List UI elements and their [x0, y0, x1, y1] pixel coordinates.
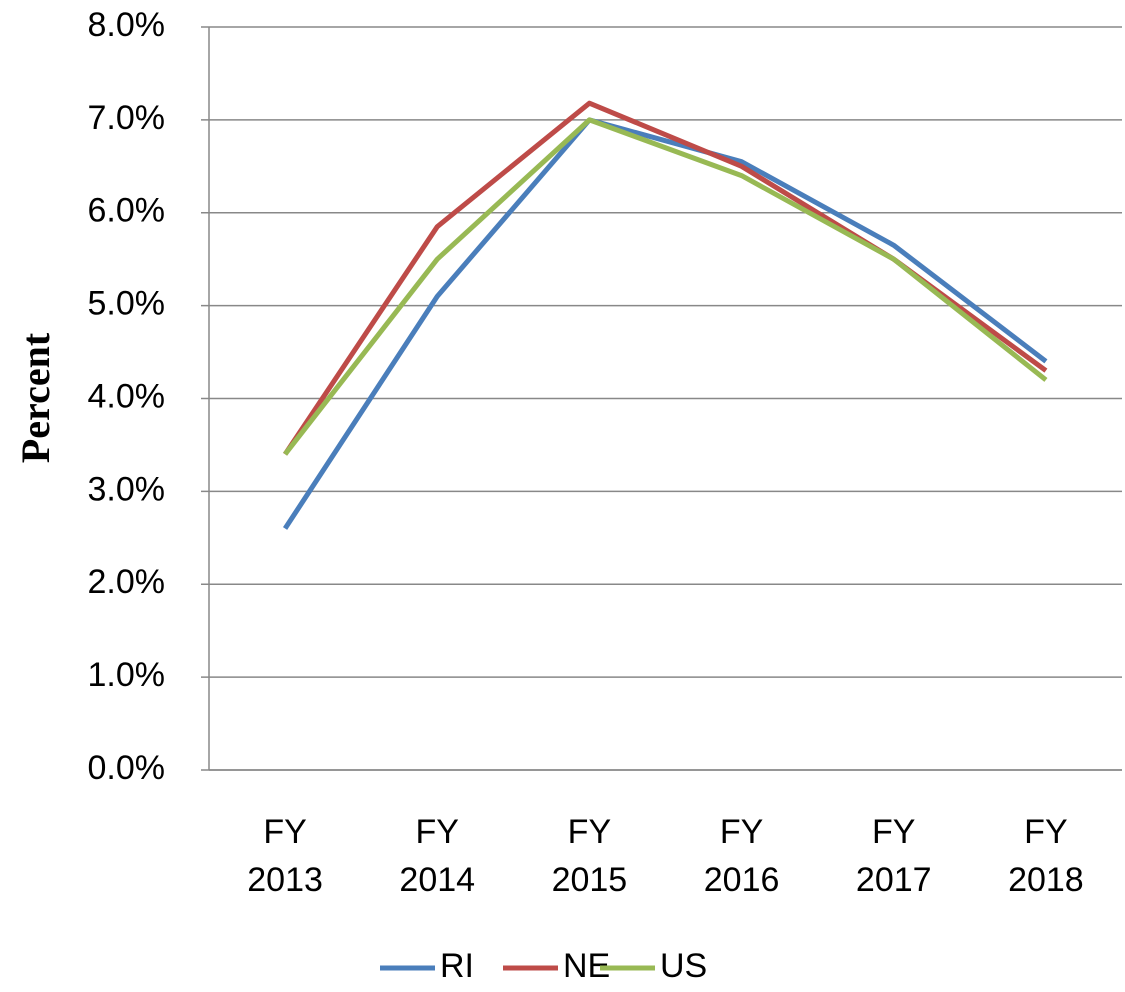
y-tick-label: 8.0%: [88, 6, 166, 44]
x-tick-label: FY 2018: [1008, 813, 1084, 899]
legend-label: RI: [440, 947, 474, 985]
x-tick-label: FY 2017: [855, 813, 932, 899]
y-tick-label: 0.0%: [88, 749, 166, 787]
series-line: [282, 117, 1048, 530]
y-axis-title: Percent: [13, 332, 58, 463]
x-tick-label: FY 2014: [399, 813, 476, 899]
y-tick-label: 2.0%: [88, 563, 166, 601]
y-tick-label: 5.0%: [88, 285, 166, 323]
series-line: [283, 100, 1048, 456]
x-tick-label: FY 2015: [551, 813, 628, 899]
series-line: [283, 117, 1048, 456]
y-tick-label: 4.0%: [88, 377, 166, 415]
x-tick-label: FY 2013: [247, 813, 323, 899]
y-tick-label: 1.0%: [88, 656, 166, 694]
y-tick-label: 6.0%: [88, 192, 166, 230]
legend-label: US: [660, 947, 707, 985]
y-tick-label: 7.0%: [88, 99, 166, 137]
x-tick-label: FY 2016: [703, 813, 780, 899]
y-tick-label: 3.0%: [88, 470, 166, 508]
